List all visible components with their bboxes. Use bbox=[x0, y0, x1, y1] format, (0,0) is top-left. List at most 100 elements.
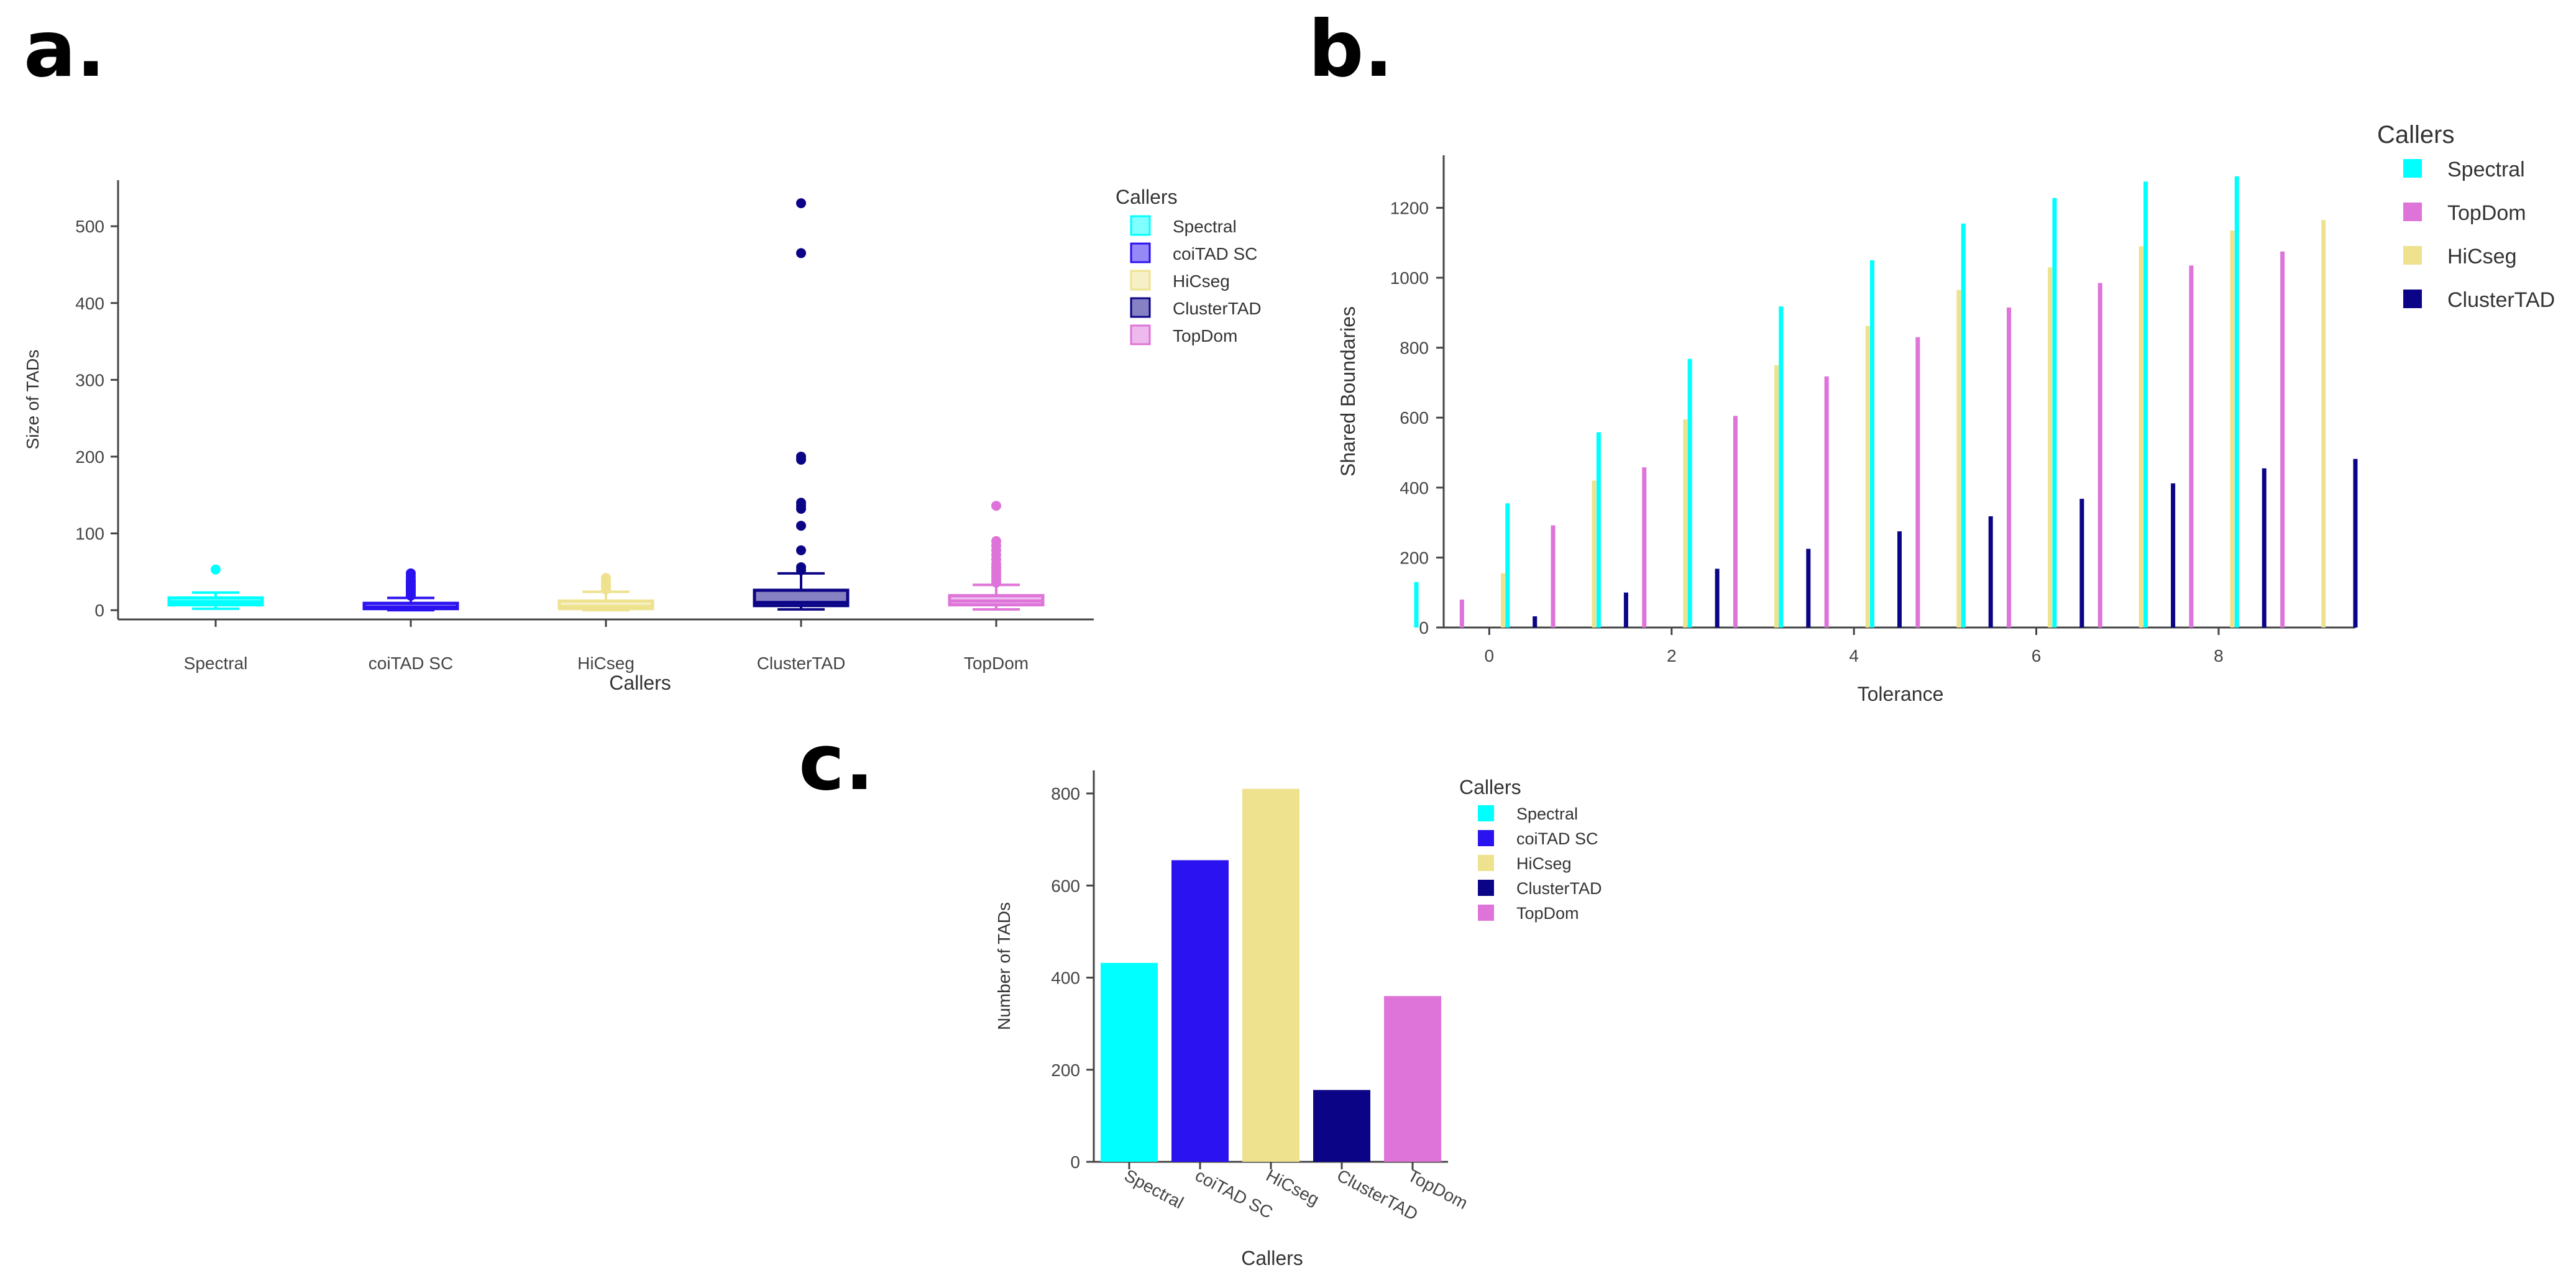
bar-clustertad bbox=[1988, 516, 1993, 628]
bar-topdom bbox=[1459, 599, 1464, 628]
legend-swatch-topdom bbox=[1478, 905, 1494, 921]
legend-swatch-hicseg bbox=[1130, 270, 1151, 291]
outlier-point bbox=[991, 501, 1001, 511]
legend-swatch-topdom bbox=[1130, 324, 1151, 345]
x-tick-label: Spectral bbox=[184, 654, 248, 673]
bar-spectral bbox=[1869, 260, 1874, 628]
legend-label-coitad-sc: coiTAD SC bbox=[1173, 244, 1257, 263]
y-tick-label: 600 bbox=[1051, 876, 1080, 895]
legend-swatch-clustertad bbox=[1130, 297, 1151, 318]
chart-b-legend: Spectral TopDom HiCseg ClusterTAD bbox=[2403, 158, 2555, 312]
outlier-point bbox=[406, 568, 416, 578]
x-tick-label: 0 bbox=[1485, 646, 1495, 665]
y-tick-label: 200 bbox=[75, 447, 104, 467]
outlier-point bbox=[796, 451, 806, 462]
chart-a-y-ticks: 0 100 200 300 400 500 bbox=[75, 217, 118, 620]
legend-label-topdom: TopDom bbox=[1173, 326, 1237, 345]
bar-clustertad bbox=[2171, 483, 2176, 628]
bar-spectral bbox=[1101, 962, 1158, 1162]
panel-label-b: b. bbox=[1308, 4, 1393, 94]
panel-label-c: c. bbox=[799, 718, 874, 808]
chart-a-boxes bbox=[167, 198, 1045, 612]
chart-c-y-title: Number of TADs bbox=[994, 902, 1014, 1030]
bar-hicseg bbox=[1683, 419, 1688, 628]
bar-clustertad bbox=[1533, 616, 1538, 628]
legend-swatch-hicseg bbox=[1478, 855, 1494, 871]
x-tick-label: TopDom bbox=[964, 654, 1029, 673]
y-tick-label: 0 bbox=[1419, 618, 1429, 637]
bar-spectral bbox=[1687, 358, 1692, 628]
bar-clustertad bbox=[2079, 498, 2084, 628]
legend-swatch-hicseg bbox=[2403, 246, 2422, 265]
outlier-point bbox=[796, 198, 806, 209]
bar-topdom bbox=[2097, 283, 2102, 628]
bar-topdom bbox=[1824, 376, 1829, 628]
x-tick-label: HiCseg bbox=[577, 654, 635, 673]
legend-swatch-spectral bbox=[2403, 159, 2422, 178]
outlier-point bbox=[991, 536, 1001, 546]
outlier-point bbox=[601, 573, 611, 583]
chart-c-legend-title: Callers bbox=[1459, 776, 1521, 798]
legend-label-clustertad: ClusterTAD bbox=[2447, 288, 2555, 312]
bar-spectral bbox=[2052, 198, 2057, 628]
outlier-point bbox=[796, 562, 806, 572]
chart-a-x-ticks: Spectral coiTAD SC HiCseg ClusterTAD TopDom bbox=[184, 619, 1029, 673]
box-topdom bbox=[948, 501, 1045, 611]
chart-b-y-ticks: 0 200 400 600 800 1000 1200 bbox=[1390, 198, 1444, 637]
bar-hicseg bbox=[1774, 365, 1779, 628]
bar-clustertad bbox=[1623, 592, 1628, 628]
legend-swatch-topdom bbox=[2403, 203, 2422, 221]
panel-label-a: a. bbox=[24, 4, 106, 94]
box-spectral bbox=[167, 564, 264, 610]
bar-clustertad bbox=[1313, 1090, 1370, 1162]
chart-a-legend-title: Callers bbox=[1116, 186, 1178, 208]
legend-swatch-coitad-sc bbox=[1478, 830, 1494, 846]
legend-swatch-spectral bbox=[1130, 215, 1151, 236]
y-tick-label: 1000 bbox=[1390, 268, 1429, 288]
y-tick-label: 400 bbox=[1400, 478, 1429, 498]
legend-label-spectral: Spectral bbox=[1173, 217, 1237, 236]
y-tick-label: 400 bbox=[75, 294, 104, 313]
outlier-point bbox=[796, 521, 806, 531]
y-tick-label: 0 bbox=[94, 601, 104, 620]
bar-hicseg bbox=[2321, 220, 2326, 628]
chart-c-legend: Spectral coiTAD SC HiCseg ClusterTAD TopDom bbox=[1478, 805, 1602, 923]
y-tick-label: 800 bbox=[1400, 339, 1429, 358]
x-tick-label: coiTAD SC bbox=[1192, 1166, 1276, 1222]
bar-topdom bbox=[1733, 416, 1738, 628]
y-tick-label: 400 bbox=[1051, 969, 1080, 988]
x-tick-label: 2 bbox=[1667, 646, 1677, 665]
chart-b-grouped-bar: 0 200 400 600 800 1000 1200 0 2 4 6 8 Tolerance Sh… bbox=[1337, 121, 2555, 705]
bar-coitad-sc bbox=[1171, 860, 1229, 1162]
bar-spectral bbox=[1414, 582, 1419, 628]
bar-hicseg bbox=[2048, 267, 2053, 628]
series-clustertad bbox=[1533, 459, 2358, 628]
legend-label-coitad-sc: coiTAD SC bbox=[1516, 829, 1598, 848]
outlier-point bbox=[796, 545, 806, 555]
chart-c-bars bbox=[1101, 788, 1441, 1162]
box-hicseg bbox=[557, 573, 654, 612]
chart-b-y-title: Shared Boundaries bbox=[1337, 306, 1359, 477]
legend-label-hicseg: HiCseg bbox=[2447, 245, 2516, 268]
chart-a-legend: Spectral coiTAD SC HiCseg ClusterTAD TopDom bbox=[1130, 215, 1262, 345]
bar-spectral bbox=[2234, 176, 2239, 628]
y-tick-label: 200 bbox=[1400, 548, 1429, 567]
bar-hicseg bbox=[1956, 290, 1961, 628]
y-tick-label: 200 bbox=[1051, 1061, 1080, 1080]
bar-spectral bbox=[1505, 503, 1510, 628]
bar-hicseg bbox=[1242, 788, 1299, 1162]
series-spectral bbox=[1414, 176, 2239, 628]
outlier-point bbox=[796, 498, 806, 508]
legend-swatch-clustertad bbox=[1478, 880, 1494, 896]
legend-label-hicseg: HiCseg bbox=[1516, 854, 1572, 873]
x-tick-label: 4 bbox=[1849, 646, 1859, 665]
legend-label-clustertad: ClusterTAD bbox=[1173, 299, 1262, 318]
bar-spectral bbox=[2143, 181, 2148, 628]
outlier-point bbox=[211, 564, 221, 575]
bar-topdom bbox=[2280, 251, 2285, 628]
chart-a-y-title: Size of TADs bbox=[23, 350, 42, 450]
bar-spectral bbox=[1596, 432, 1601, 628]
legend-label-clustertad: ClusterTAD bbox=[1516, 879, 1602, 898]
bar-topdom bbox=[1384, 996, 1441, 1162]
